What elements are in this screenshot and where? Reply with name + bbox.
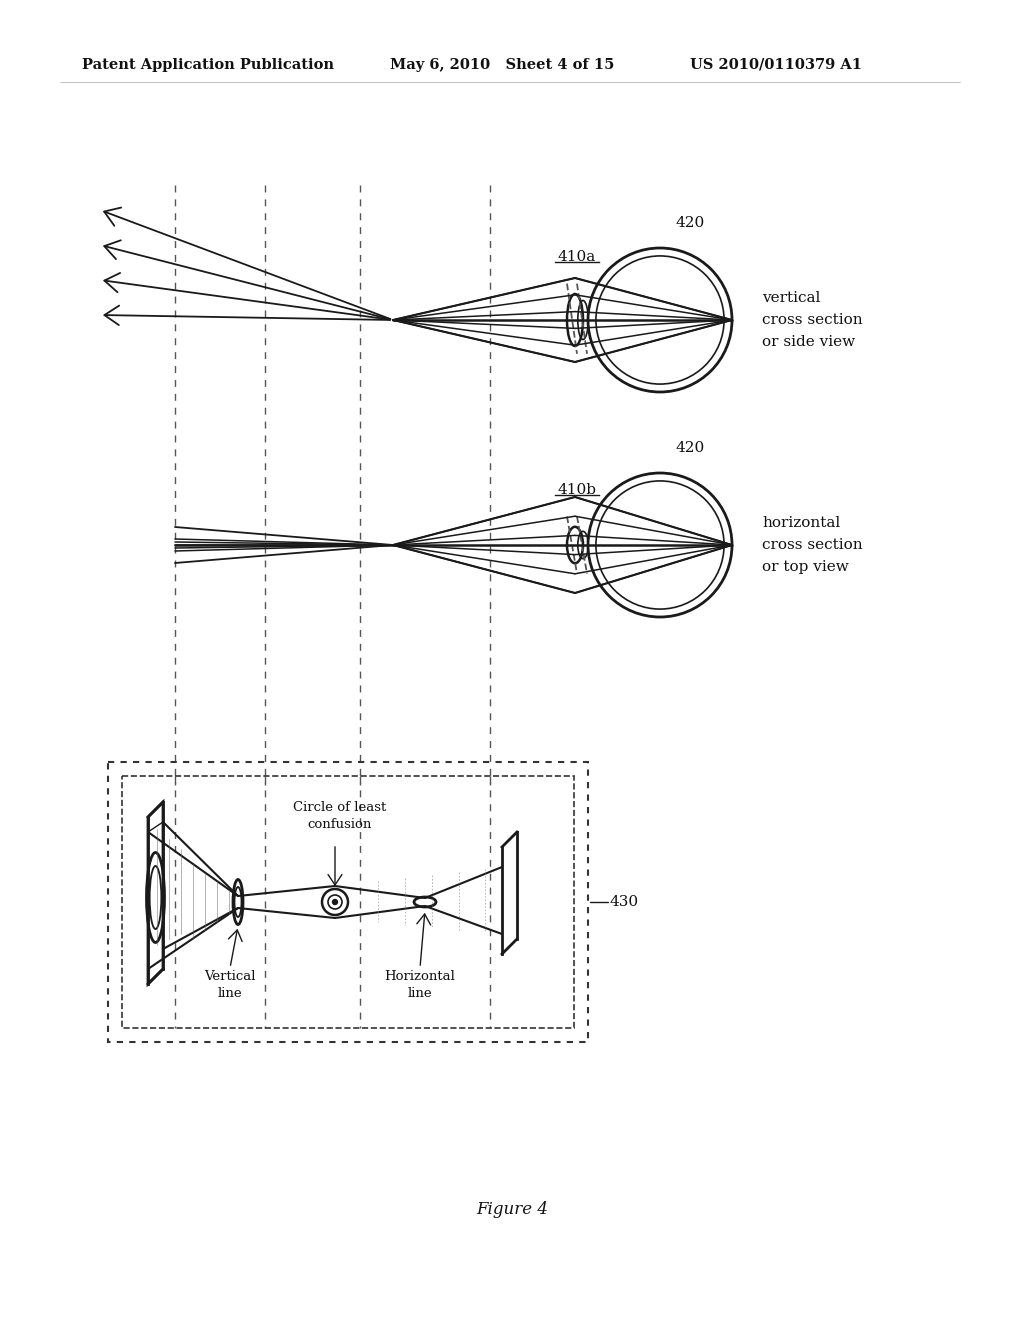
Text: 420: 420 [675,441,705,455]
Text: May 6, 2010   Sheet 4 of 15: May 6, 2010 Sheet 4 of 15 [390,58,614,73]
Text: 430: 430 [610,895,639,909]
Text: 410b: 410b [557,483,597,496]
Text: vertical
cross section
or side view: vertical cross section or side view [762,292,862,348]
Text: 410a: 410a [558,249,596,264]
Text: Patent Application Publication: Patent Application Publication [82,58,334,73]
Bar [108,762,588,1041]
Bar [122,776,574,1028]
Text: Vertical
line: Vertical line [204,970,256,1001]
Text: US 2010/0110379 A1: US 2010/0110379 A1 [690,58,862,73]
Text: Figure 4: Figure 4 [476,1201,548,1218]
Text: Circle of least
confusion: Circle of least confusion [293,801,387,832]
Circle shape [333,899,338,904]
Text: horizontal
cross section
or top view: horizontal cross section or top view [762,516,862,574]
Text: Horizontal
line: Horizontal line [385,970,456,1001]
Text: 420: 420 [675,216,705,230]
